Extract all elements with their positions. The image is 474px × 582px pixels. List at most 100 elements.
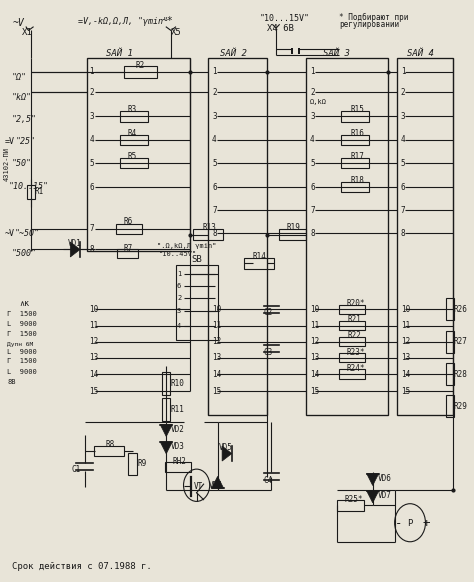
Polygon shape (222, 446, 232, 461)
Text: 10: 10 (89, 305, 99, 314)
Text: 1: 1 (212, 68, 217, 76)
Polygon shape (70, 242, 80, 257)
Text: "kΩ": "kΩ" (11, 93, 31, 102)
Text: 5: 5 (212, 158, 217, 168)
Text: 11: 11 (310, 321, 319, 330)
Text: 2: 2 (212, 88, 217, 97)
Bar (116, 223, 142, 234)
Text: 10: 10 (310, 305, 319, 314)
Text: ".Ω,kΩ,Л γmin": ".Ω,kΩ,Л γmin" (157, 243, 217, 249)
Text: R24*: R24* (346, 364, 365, 372)
Text: C1: C1 (72, 465, 81, 474)
Text: R16: R16 (351, 129, 365, 137)
Text: 2: 2 (401, 88, 405, 97)
Text: "25": "25" (16, 137, 36, 146)
Text: 4: 4 (401, 136, 405, 144)
Text: 3: 3 (177, 308, 181, 314)
Bar (341, 135, 369, 145)
Text: 13: 13 (401, 353, 410, 363)
Bar (244, 258, 274, 268)
Bar (447, 395, 454, 417)
Text: 13: 13 (212, 353, 221, 363)
Text: R7: R7 (123, 244, 133, 253)
Text: X5: X5 (171, 29, 182, 37)
Text: 6: 6 (212, 183, 217, 191)
Text: R15: R15 (351, 105, 365, 114)
Bar (447, 331, 454, 353)
Text: R26: R26 (454, 305, 468, 314)
Text: 7: 7 (89, 224, 94, 233)
Text: VD1: VD1 (68, 239, 82, 249)
Text: 3: 3 (89, 112, 94, 121)
Bar (306, 58, 388, 415)
Text: "10..15": "10..15" (9, 182, 48, 190)
Text: 4: 4 (89, 136, 94, 144)
Text: Дупн 6М: Дупн 6М (8, 342, 34, 346)
Text: регулировании: регулировании (339, 20, 399, 29)
Text: * Подбирают при: * Подбирают при (339, 13, 409, 22)
Text: =V: =V (5, 137, 15, 146)
Text: VD3: VD3 (171, 442, 185, 451)
Bar (119, 135, 147, 145)
Text: 1: 1 (89, 68, 94, 76)
Text: R29: R29 (454, 402, 468, 411)
Bar (339, 370, 365, 379)
Bar (447, 363, 454, 385)
Text: Ω,kΩ: Ω,kΩ (310, 99, 327, 105)
Text: VD7: VD7 (377, 491, 391, 500)
Bar (337, 501, 365, 510)
Text: R13: R13 (203, 223, 217, 232)
Bar (339, 321, 365, 330)
Text: L  9000: L 9000 (8, 349, 37, 354)
Text: 12: 12 (212, 337, 221, 346)
Text: R1: R1 (35, 187, 44, 196)
Text: +: + (422, 517, 430, 530)
Text: 8: 8 (212, 229, 217, 238)
Bar (341, 182, 369, 193)
Text: 12: 12 (401, 337, 410, 346)
Text: ~V: ~V (12, 18, 24, 28)
Text: "10...15V": "10...15V" (260, 15, 310, 23)
Text: 15: 15 (401, 387, 410, 396)
Bar (165, 462, 191, 472)
Text: P: P (407, 519, 413, 528)
Text: VD6: VD6 (377, 474, 391, 483)
Text: 2: 2 (310, 88, 315, 97)
Text: C2: C2 (264, 308, 273, 317)
Text: SAЙ 1: SAЙ 1 (106, 49, 132, 58)
Text: 8: 8 (401, 229, 405, 238)
Text: 10: 10 (401, 305, 410, 314)
Bar (128, 453, 137, 475)
Text: R28: R28 (454, 370, 468, 378)
Polygon shape (211, 477, 224, 488)
Bar (94, 446, 125, 456)
Text: R2: R2 (136, 61, 145, 69)
Bar (162, 372, 171, 395)
Text: 5: 5 (401, 158, 405, 168)
Text: =V,-kΩ,Ω,Л, "γmin": =V,-kΩ,Ω,Л, "γmin" (78, 17, 167, 26)
Text: 1: 1 (401, 68, 405, 76)
Text: X1: X1 (21, 29, 32, 37)
Text: 8: 8 (310, 229, 315, 238)
Bar (341, 158, 369, 168)
Text: 15: 15 (212, 387, 221, 396)
Text: R8: R8 (106, 441, 115, 449)
Bar (119, 111, 147, 122)
Polygon shape (160, 442, 173, 454)
Text: Г  1500: Г 1500 (8, 311, 37, 317)
Text: C4: C4 (264, 475, 273, 485)
Text: 4: 4 (212, 136, 217, 144)
Text: 2: 2 (177, 295, 181, 301)
Text: R17: R17 (351, 152, 365, 161)
Bar (162, 398, 171, 421)
Text: 3: 3 (212, 112, 217, 121)
Text: R23*: R23* (346, 347, 365, 357)
Text: 3: 3 (401, 112, 405, 121)
Bar (339, 353, 365, 363)
Text: 7: 7 (310, 206, 315, 215)
Bar (447, 299, 454, 321)
Text: R6: R6 (123, 217, 133, 226)
Text: 14: 14 (89, 370, 99, 378)
Text: R10: R10 (171, 379, 185, 388)
Text: Г  1500: Г 1500 (8, 359, 37, 364)
